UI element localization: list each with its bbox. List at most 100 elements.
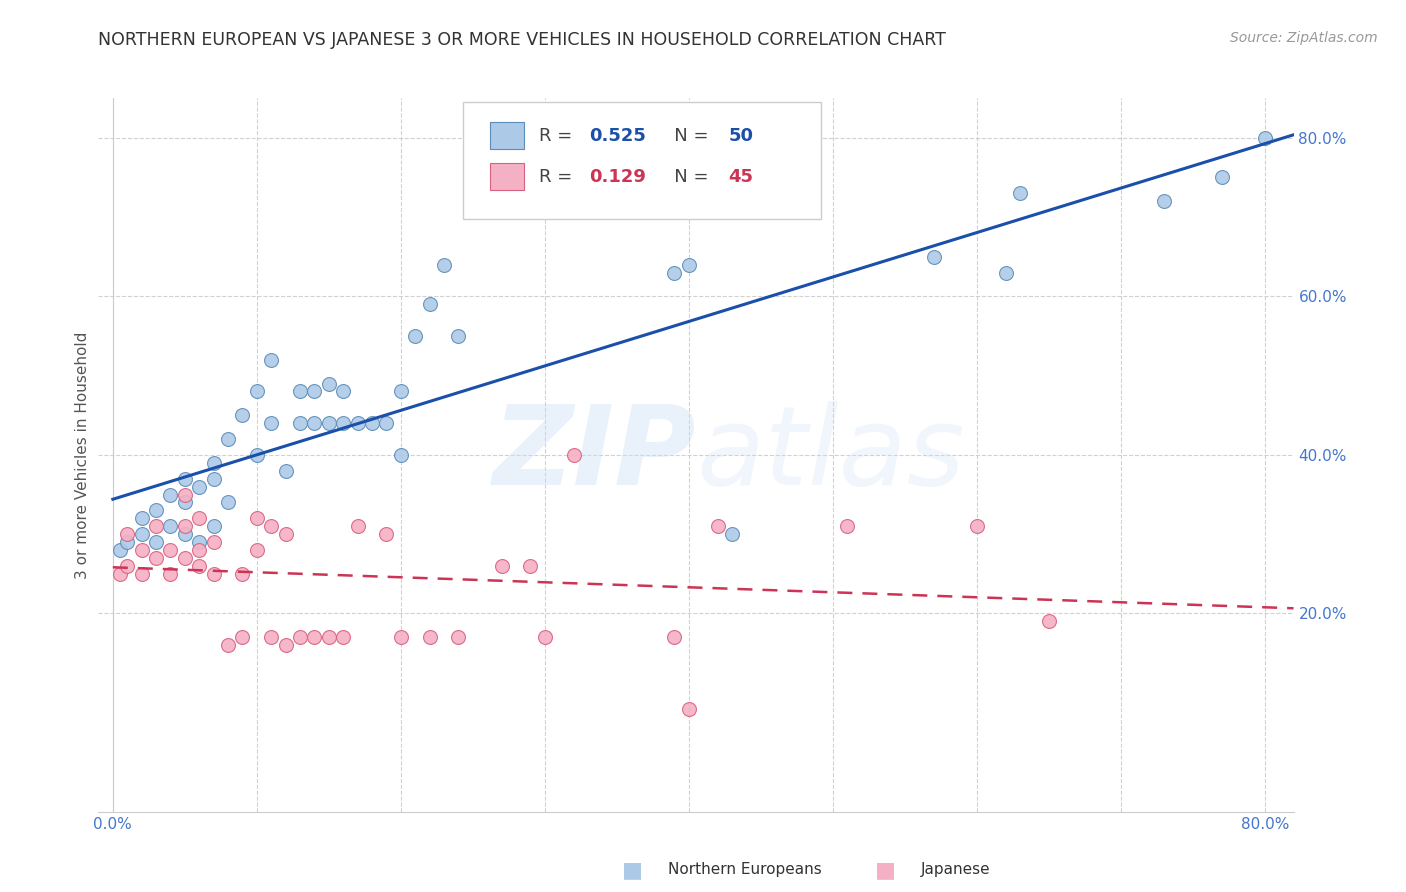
Point: [304, 630, 326, 644]
Point: [375, 527, 398, 541]
Text: Northern Europeans: Northern Europeans: [668, 863, 821, 877]
Point: [389, 384, 412, 399]
Point: [678, 701, 700, 715]
Point: [288, 416, 311, 430]
Point: [721, 527, 744, 541]
FancyBboxPatch shape: [463, 102, 821, 219]
Point: [217, 495, 239, 509]
Point: [131, 543, 153, 558]
Point: [260, 630, 283, 644]
Point: [706, 519, 728, 533]
Point: [115, 558, 138, 573]
Text: 0.525: 0.525: [589, 127, 647, 145]
Point: [274, 464, 297, 478]
Point: [231, 630, 253, 644]
Point: [922, 250, 945, 264]
Point: [519, 558, 541, 573]
Point: [1254, 130, 1277, 145]
Point: [188, 535, 211, 549]
Point: [202, 566, 225, 581]
Point: [246, 448, 269, 462]
Point: [159, 487, 181, 501]
Point: [419, 297, 441, 311]
Point: [173, 472, 195, 486]
Point: [115, 527, 138, 541]
Point: [318, 416, 340, 430]
Point: [231, 566, 253, 581]
Point: [260, 519, 283, 533]
Point: [231, 409, 253, 423]
Point: [202, 472, 225, 486]
Text: 50: 50: [728, 127, 754, 145]
Point: [332, 384, 354, 399]
Point: [1211, 170, 1233, 185]
Point: [304, 384, 326, 399]
Point: [246, 543, 269, 558]
Point: [217, 638, 239, 652]
Point: [389, 630, 412, 644]
Point: [288, 384, 311, 399]
Point: [188, 511, 211, 525]
Point: [260, 352, 283, 367]
Point: [375, 416, 398, 430]
Point: [664, 630, 686, 644]
Text: ■: ■: [876, 860, 896, 880]
Point: [274, 527, 297, 541]
Text: Source: ZipAtlas.com: Source: ZipAtlas.com: [1230, 31, 1378, 45]
FancyBboxPatch shape: [491, 122, 524, 150]
Text: 45: 45: [728, 168, 754, 186]
Text: ZIP: ZIP: [492, 401, 696, 508]
Text: R =: R =: [540, 127, 578, 145]
Point: [562, 448, 585, 462]
Point: [173, 519, 195, 533]
Point: [318, 376, 340, 391]
Text: Japanese: Japanese: [921, 863, 991, 877]
Point: [173, 495, 195, 509]
Point: [433, 258, 456, 272]
Point: [361, 416, 384, 430]
Point: [966, 519, 988, 533]
Point: [994, 266, 1017, 280]
Text: N =: N =: [657, 127, 714, 145]
Point: [404, 329, 426, 343]
Point: [131, 566, 153, 581]
Point: [108, 566, 131, 581]
Point: [145, 535, 167, 549]
Point: [274, 638, 297, 652]
Point: [159, 543, 181, 558]
Point: [159, 566, 181, 581]
Point: [447, 329, 470, 343]
Text: N =: N =: [657, 168, 714, 186]
Point: [332, 416, 354, 430]
Text: atlas: atlas: [696, 401, 965, 508]
Point: [678, 258, 700, 272]
Point: [837, 519, 859, 533]
Point: [246, 384, 269, 399]
Point: [346, 519, 368, 533]
Point: [419, 630, 441, 644]
Text: R =: R =: [540, 168, 578, 186]
Point: [1038, 615, 1060, 629]
Text: NORTHERN EUROPEAN VS JAPANESE 3 OR MORE VEHICLES IN HOUSEHOLD CORRELATION CHART: NORTHERN EUROPEAN VS JAPANESE 3 OR MORE …: [98, 31, 946, 49]
Point: [246, 511, 269, 525]
Point: [173, 551, 195, 566]
Point: [131, 511, 153, 525]
Point: [318, 630, 340, 644]
Point: [145, 503, 167, 517]
Point: [332, 630, 354, 644]
Point: [159, 519, 181, 533]
Point: [188, 543, 211, 558]
Point: [1008, 186, 1031, 201]
Point: [145, 519, 167, 533]
Point: [304, 416, 326, 430]
Point: [217, 432, 239, 446]
Point: [389, 448, 412, 462]
Point: [131, 527, 153, 541]
Y-axis label: 3 or more Vehicles in Household: 3 or more Vehicles in Household: [75, 331, 90, 579]
Point: [202, 456, 225, 470]
Point: [346, 416, 368, 430]
Point: [202, 535, 225, 549]
Point: [188, 480, 211, 494]
Point: [491, 558, 513, 573]
Point: [115, 535, 138, 549]
